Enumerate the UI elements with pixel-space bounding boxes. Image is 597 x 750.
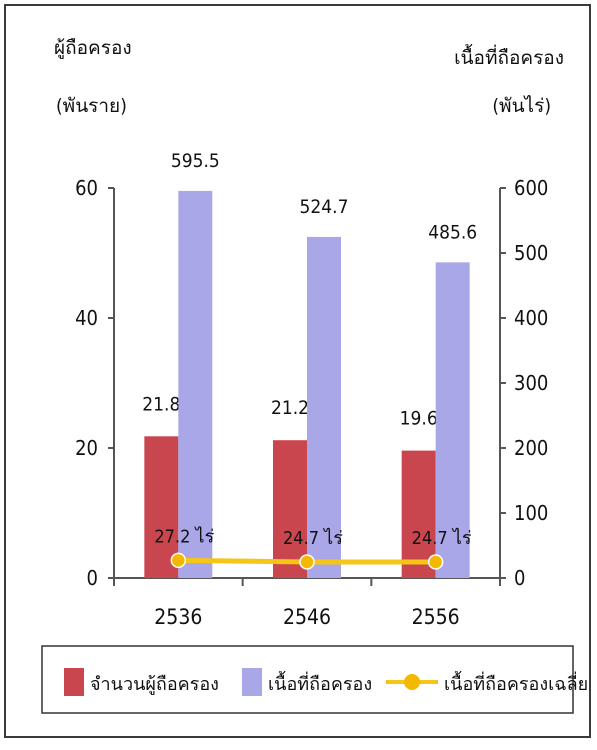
- bar-area-label: 485.6: [428, 221, 477, 243]
- y-right-tick-label: 100: [514, 501, 548, 525]
- bar-holders-label: 19.6: [400, 408, 438, 430]
- y-right-ticks: 0 100 200 300 400 500 600: [500, 176, 548, 590]
- average-point-label: 27.2 ไร่: [154, 525, 214, 547]
- bar-area: [435, 262, 470, 578]
- x-tick-label: 2536: [154, 605, 202, 629]
- bar-holders-label: 21.8: [142, 393, 180, 415]
- y-right-tick-label: 400: [514, 306, 548, 330]
- legend-label-average: เนื้อที่ถือครองเฉลี่ย: [444, 671, 588, 695]
- y-left-title-line1: ผู้ถือครอง: [54, 37, 132, 59]
- bar-holders-label: 21.2: [271, 397, 309, 419]
- bar-area-label: 595.5: [171, 150, 220, 172]
- y-left-title-line2: (พันราย): [56, 95, 127, 117]
- y-right-tick-label: 600: [514, 176, 548, 200]
- series-average-line: 27.2 ไร่ 24.7 ไร่ 24.7 ไร่: [154, 525, 472, 570]
- y-right-title-line1: เนื้อที่ถือครอง: [454, 44, 564, 69]
- legend-marker-average: [404, 674, 420, 690]
- y-left-ticks: 0 20 40 60: [75, 176, 114, 590]
- y-left-tick-label: 20: [75, 436, 98, 460]
- y-right-title-line2: (พันไร่): [492, 95, 551, 117]
- y-left-tick-label: 0: [87, 566, 98, 590]
- y-right-tick-label: 500: [514, 241, 548, 265]
- y-left-tick-label: 40: [75, 306, 98, 330]
- bar-area: [178, 190, 213, 579]
- average-point-label: 24.7 ไร่: [283, 527, 343, 549]
- x-tick-label: 2556: [412, 605, 460, 629]
- chart-frame: ผู้ถือครอง (พันราย) เนื้อที่ถือครอง (พัน…: [4, 4, 591, 738]
- legend-swatch-area: [242, 668, 262, 696]
- average-point-label: 24.7 ไร่: [412, 527, 472, 549]
- y-right-tick-label: 300: [514, 371, 548, 395]
- average-point: [170, 552, 187, 569]
- chart: ผู้ถือครอง (พันราย) เนื้อที่ถือครอง (พัน…: [41, 37, 588, 714]
- average-point: [299, 554, 315, 570]
- bar-holders: [144, 436, 179, 578]
- x-ticks: 2536 2546 2556: [113, 578, 501, 629]
- bar-area: [307, 236, 341, 578]
- y-right-tick-label: 200: [514, 436, 548, 460]
- y-left-tick-label: 60: [75, 176, 98, 200]
- legend-label-holders: จำนวนผู้ถือครอง: [90, 674, 219, 695]
- bar-holders: [273, 440, 307, 578]
- series-area-bars: 595.5 524.7 485.6: [171, 150, 477, 579]
- x-tick-label: 2546: [283, 605, 331, 629]
- bar-area-label: 524.7: [300, 196, 349, 218]
- y-right-tick-label: 0: [514, 566, 525, 590]
- average-point: [427, 554, 444, 570]
- legend-box: [41, 645, 574, 714]
- legend-label-area: เนื้อที่ถือครอง: [268, 671, 372, 695]
- legend-swatch-holders: [64, 668, 84, 696]
